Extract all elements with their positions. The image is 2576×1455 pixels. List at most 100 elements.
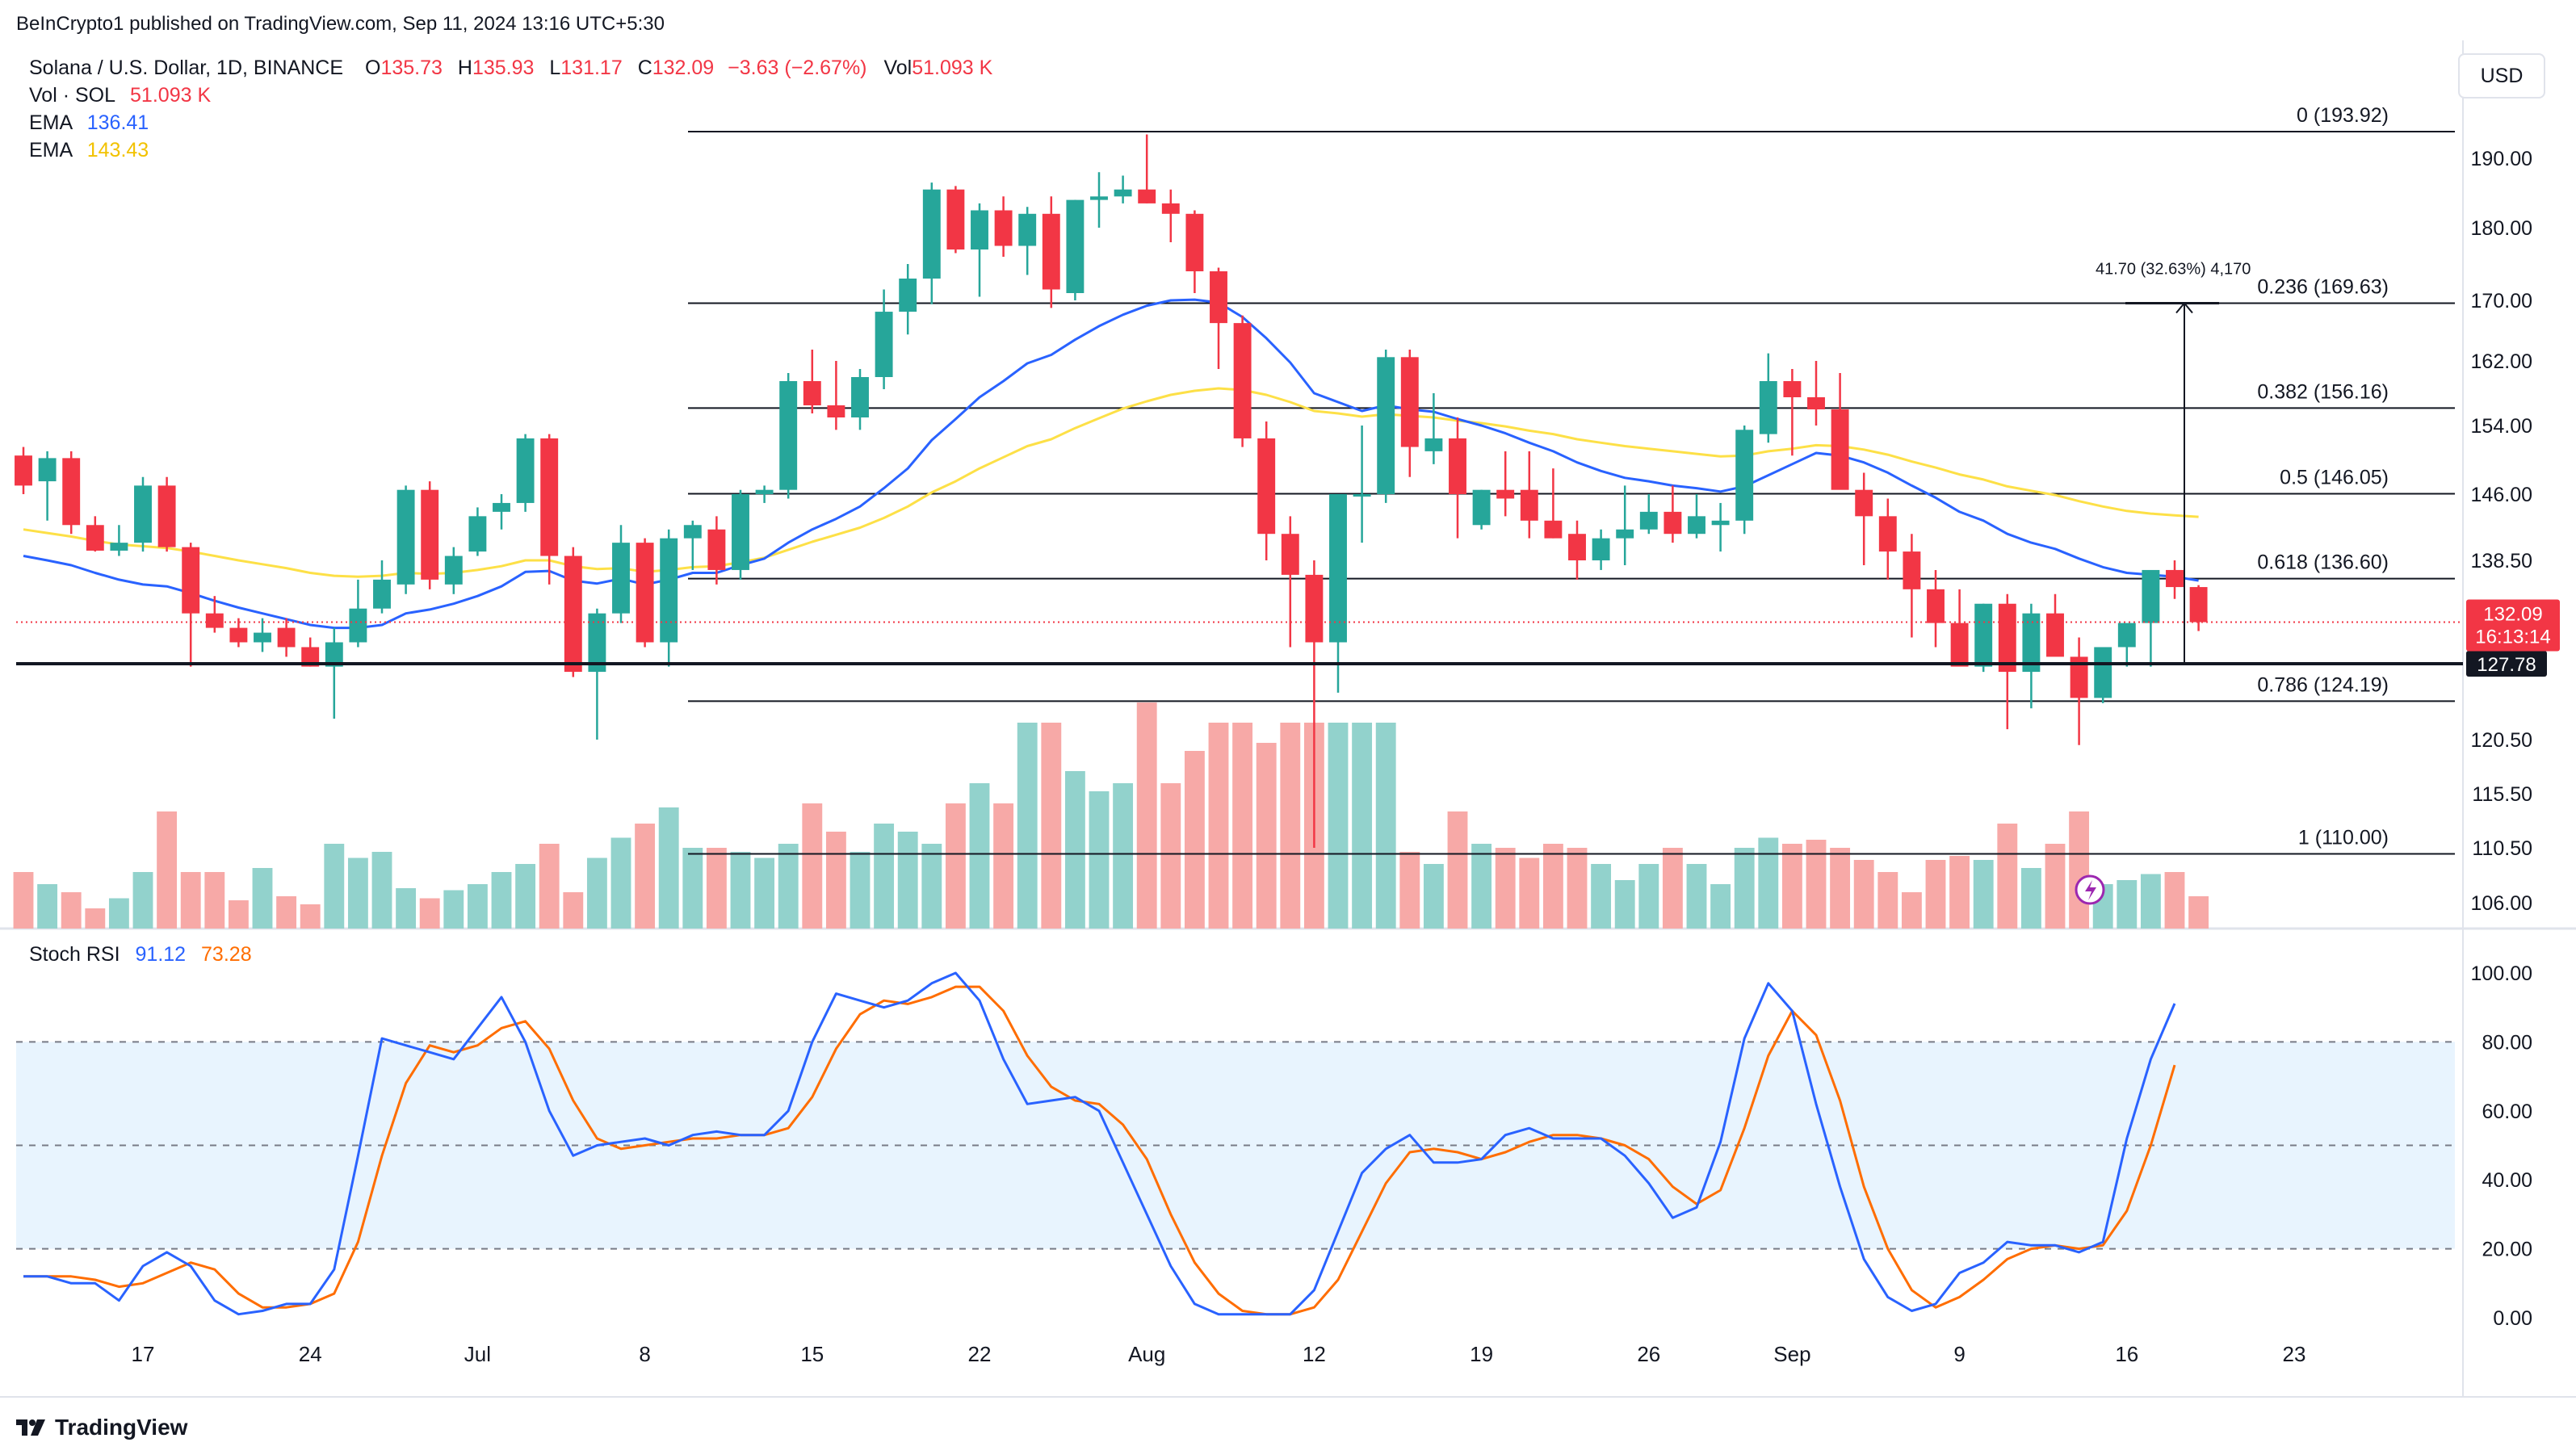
volume-bar (1925, 860, 1946, 929)
candle-body (1472, 489, 1491, 526)
candle-body (1855, 489, 1873, 517)
candle-body (1496, 489, 1515, 499)
price-tick: 154.00 (2471, 415, 2532, 438)
volume-bar (945, 803, 966, 929)
price-tick: 180.00 (2471, 217, 2532, 240)
candle-body (1066, 199, 1085, 293)
currency-button[interactable]: USD (2458, 53, 2545, 99)
volume-bar (1017, 723, 1038, 929)
symbol-title[interactable]: Solana / U.S. Dollar, 1D, BINANCE (29, 57, 344, 79)
vol-series-label: Vol · SOL (29, 84, 115, 107)
ema2-value: 143.43 (86, 139, 149, 161)
volume-bars (13, 702, 2209, 929)
candle-body (779, 381, 798, 490)
candle-body (157, 485, 176, 547)
vol-value: 51.093 K (912, 57, 993, 79)
candle-body (1257, 438, 1276, 535)
volume-bar (610, 837, 631, 929)
candle-body (1927, 589, 1945, 623)
tradingview-mark-icon (16, 1419, 45, 1436)
candle-body (922, 189, 941, 279)
candle-body (1353, 494, 1371, 497)
price-tick: 162.00 (2471, 350, 2532, 373)
stoch-legend[interactable]: Stoch RSI 91.12 73.28 (29, 943, 252, 967)
volume-bar (1758, 837, 1779, 929)
candle-body (38, 458, 57, 482)
candle-body (1735, 430, 1754, 521)
volume-bar (180, 872, 201, 929)
stoch-k-line (23, 971, 2176, 1316)
candle-body (468, 516, 487, 552)
candle-body (1544, 520, 1563, 539)
candle-body (1950, 623, 1969, 667)
fibonacci-retracement: 0 (193.92) 0.236 (169.63) 0.382 (156.16) 0.… (688, 104, 2455, 855)
open-label: O (365, 57, 381, 79)
candle-body (803, 381, 821, 405)
volume-bar (157, 811, 178, 929)
volume-bar (969, 783, 990, 929)
volume-bar (2140, 874, 2161, 929)
volume-bar (1280, 723, 1301, 929)
volume-bar (347, 857, 368, 929)
volume-bar (778, 844, 799, 929)
time-tick: 23 (2283, 1342, 2306, 1366)
candle-body (755, 489, 774, 494)
candle-body (2142, 569, 2160, 623)
candle-body (1998, 603, 2016, 673)
fib-label-0.618: 0.618 (136.60) (2257, 551, 2389, 574)
candle-body (396, 489, 415, 585)
stoch-tick: 80.00 (2482, 1031, 2532, 1054)
candle-body (636, 543, 654, 643)
tradingview-logo[interactable]: TradingView (16, 1415, 187, 1440)
volume-bar (730, 852, 751, 929)
volume-bar (108, 898, 129, 929)
candle-body (1568, 534, 1586, 560)
candle-body (325, 642, 343, 667)
ema1-legend[interactable]: EMA 136.41 (29, 111, 149, 135)
candle-body (1831, 409, 1849, 490)
support-tag-label: 127.78 (2477, 654, 2536, 676)
volume-bar (1662, 848, 1683, 929)
candle-body (1974, 603, 1993, 667)
close-label: C (637, 57, 652, 79)
volume-bar (1830, 848, 1851, 929)
fib-label-0.5: 0.5 (146.05) (2280, 466, 2389, 488)
candle-body (1878, 516, 1897, 552)
volume-bar (1113, 783, 1134, 929)
volume-bar (491, 872, 512, 929)
volume-bar (1519, 857, 1540, 929)
volume-bar (37, 884, 58, 929)
volume-bar (1375, 723, 1396, 929)
volume-bar (1352, 723, 1373, 929)
high-label: H (457, 57, 472, 79)
candle-body (62, 458, 81, 526)
candle-body (1616, 529, 1634, 539)
candle-body (899, 279, 917, 312)
volume-bar (850, 852, 871, 929)
volume-bar (2117, 880, 2138, 929)
lightning-bolt-icon (2085, 880, 2096, 900)
vol-series-value: 51.093 K (130, 84, 212, 107)
candle-body (15, 455, 32, 486)
volume-legend[interactable]: Vol · SOL 51.093 K (29, 84, 211, 107)
candlesticks (15, 134, 2208, 848)
candle-body (1783, 381, 1802, 397)
candle-body (1042, 213, 1060, 290)
volume-bar (1781, 844, 1802, 929)
volume-bar (1853, 860, 1874, 929)
stoch-d-value: 73.28 (201, 943, 252, 966)
volume-bar (396, 888, 417, 929)
ema2-legend[interactable]: EMA 143.43 (29, 139, 149, 162)
volume-bar (2164, 872, 2185, 929)
volume-bar (1399, 852, 1420, 929)
vol-label: Vol (883, 57, 913, 79)
stoch-tick: 0.00 (2493, 1307, 2532, 1330)
volume-bar (1686, 864, 1707, 929)
price-axis: 190.00 180.00 170.00 162.00 154.00 146.00 138.… (2471, 148, 2532, 1330)
candle-body (1759, 381, 1777, 434)
candle-body (1903, 551, 1921, 589)
candle-body (827, 405, 845, 417)
volume-bar (1614, 880, 1635, 929)
